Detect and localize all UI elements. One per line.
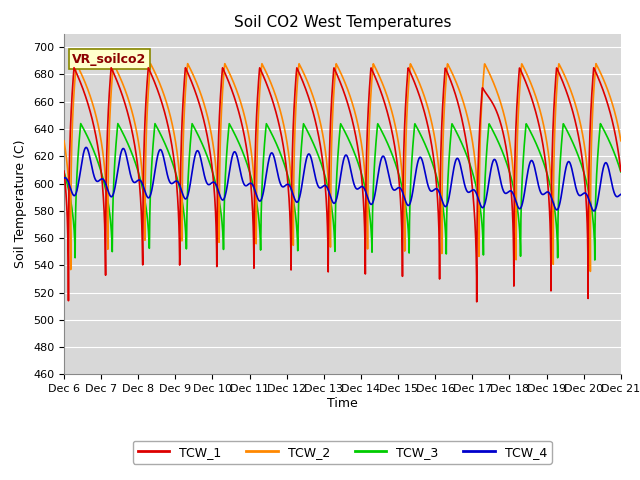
Legend: TCW_1, TCW_2, TCW_3, TCW_4: TCW_1, TCW_2, TCW_3, TCW_4 — [133, 441, 552, 464]
X-axis label: Time: Time — [327, 397, 358, 410]
Y-axis label: Soil Temperature (C): Soil Temperature (C) — [15, 140, 28, 268]
Text: VR_soilco2: VR_soilco2 — [72, 53, 147, 66]
Title: Soil CO2 West Temperatures: Soil CO2 West Temperatures — [234, 15, 451, 30]
